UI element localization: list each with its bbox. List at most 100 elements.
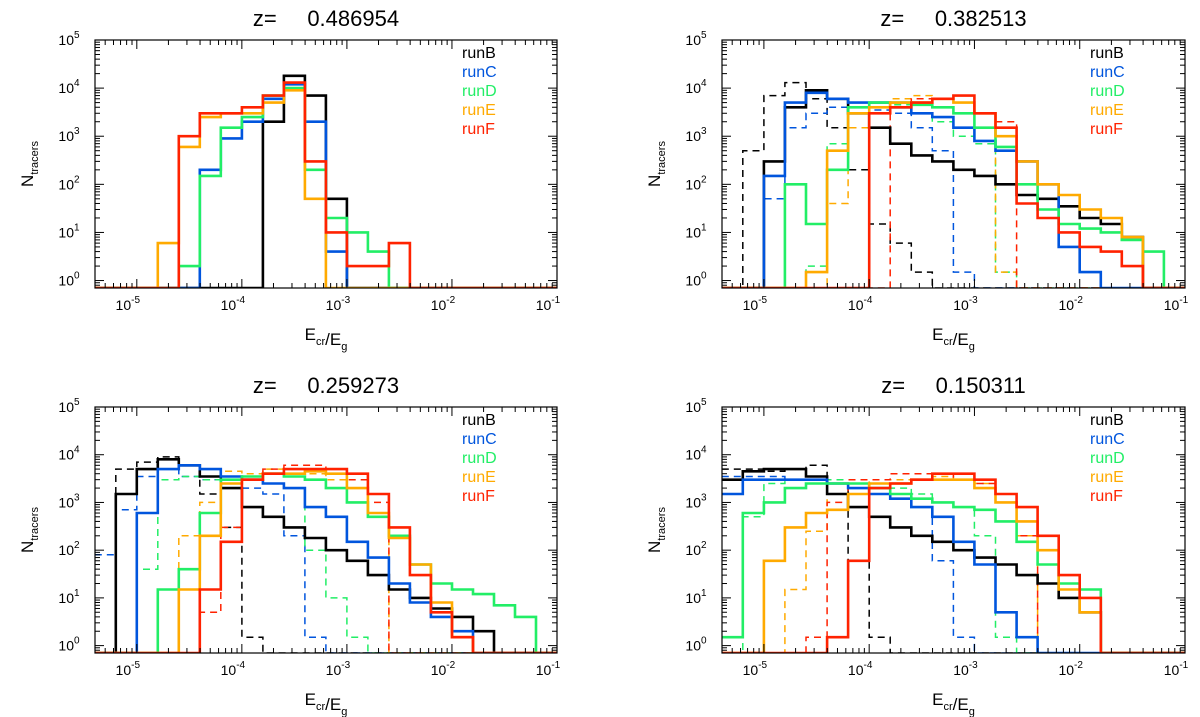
x-axis-title: Ecr/Eg bbox=[305, 690, 348, 717]
y-tick-label: 101 bbox=[685, 222, 707, 240]
chart-title: z= 0.259273 bbox=[253, 373, 399, 398]
x-tick-label: 10-5 bbox=[116, 660, 141, 678]
y-tick-label: 101 bbox=[685, 588, 707, 606]
y-tick-label: 103 bbox=[58, 126, 80, 144]
y-tick-label: 104 bbox=[685, 78, 707, 96]
y-tick-label: 102 bbox=[685, 540, 707, 558]
y-axis-title: Ntracers bbox=[645, 141, 668, 187]
legend-entry-runC: runC bbox=[462, 64, 497, 81]
series-runD-solid bbox=[95, 472, 557, 653]
x-tick-label: 10-1 bbox=[536, 660, 561, 678]
x-tick-label: 10-5 bbox=[743, 295, 768, 313]
legend-entry-runB: runB bbox=[1090, 412, 1124, 429]
y-tick-label: 105 bbox=[685, 30, 707, 48]
series-runC-solid bbox=[722, 91, 1185, 288]
y-tick-label: 100 bbox=[58, 271, 80, 289]
x-tick-label: 10-3 bbox=[326, 660, 351, 678]
chart-panel-2: 10-5 10-4 10-3 10-2 10-1 100 101 102 103 104 105 z=… bbox=[645, 6, 1189, 353]
y-tick-label: 101 bbox=[58, 222, 80, 240]
y-axis-title: Ntracers bbox=[645, 507, 668, 553]
series-group bbox=[722, 81, 1185, 288]
series-runE-solid bbox=[722, 478, 1185, 653]
legend-entry-runE: runE bbox=[462, 102, 496, 119]
x-tick-label: 10-2 bbox=[1058, 660, 1083, 678]
x-tick-label: 10-3 bbox=[953, 295, 978, 313]
legend-entry-runF: runF bbox=[462, 121, 495, 138]
series-runE-dashed bbox=[95, 468, 557, 653]
chart-title: z= 0.150311 bbox=[881, 373, 1026, 398]
y-tick-label: 100 bbox=[685, 636, 707, 654]
y-axis-title: Ntracers bbox=[18, 141, 41, 187]
x-tick-label: 10-3 bbox=[326, 295, 351, 313]
chart-panel-3: 10-5 10-4 10-3 10-2 10-1 100 101 102 103 104 105 z=… bbox=[18, 373, 561, 717]
y-tick-label: 102 bbox=[58, 174, 80, 192]
chart-title: z= 0.382513 bbox=[880, 6, 1026, 31]
series-runF-solid bbox=[95, 81, 557, 288]
y-tick-label: 104 bbox=[685, 445, 707, 463]
x-tick-label: 10-1 bbox=[536, 295, 561, 313]
series-runF-solid bbox=[722, 472, 1185, 653]
y-tick-label: 105 bbox=[58, 30, 80, 48]
x-tick-label: 10-4 bbox=[848, 295, 873, 313]
x-tick-label: 10-3 bbox=[953, 660, 978, 678]
legend-entry-runF: runF bbox=[462, 488, 495, 505]
y-tick-label: 105 bbox=[685, 397, 707, 415]
legend-entry-runE: runE bbox=[1090, 102, 1124, 119]
y-tick-label: 101 bbox=[58, 588, 80, 606]
x-tick-label: 10-5 bbox=[116, 295, 141, 313]
legend-entry-runC: runC bbox=[1090, 64, 1125, 81]
legend-entry-runB: runB bbox=[1090, 45, 1124, 62]
legend-entry-runD: runD bbox=[462, 83, 497, 100]
legend-entry-runE: runE bbox=[462, 469, 496, 486]
legend-entry-runC: runC bbox=[462, 431, 497, 448]
series-runC-dashed bbox=[722, 106, 1185, 288]
series-runD-solid bbox=[722, 482, 1185, 653]
legend-entry-runD: runD bbox=[1090, 450, 1125, 467]
series-group bbox=[95, 456, 557, 653]
x-tick-label: 10-1 bbox=[1164, 295, 1189, 313]
plot-frame bbox=[94, 39, 558, 289]
legend-entry-runE: runE bbox=[1090, 469, 1124, 486]
series-group bbox=[722, 464, 1185, 653]
legend-entry-runF: runF bbox=[1090, 488, 1123, 505]
y-tick-label: 103 bbox=[685, 492, 707, 510]
y-tick-label: 104 bbox=[58, 78, 80, 96]
y-tick-label: 100 bbox=[685, 271, 707, 289]
legend-entry-runF: runF bbox=[1090, 121, 1123, 138]
plot-frame bbox=[94, 406, 558, 654]
series-runB-dashed bbox=[722, 81, 1185, 288]
x-tick-label: 10-2 bbox=[431, 660, 456, 678]
x-tick-label: 10-2 bbox=[1058, 295, 1083, 313]
series-runF-solid bbox=[722, 94, 1185, 288]
x-tick-label: 10-4 bbox=[848, 660, 873, 678]
x-tick-label: 10-1 bbox=[1164, 660, 1189, 678]
y-tick-label: 100 bbox=[58, 636, 80, 654]
y-tick-label: 103 bbox=[685, 126, 707, 144]
plot-frame bbox=[721, 406, 1186, 654]
series-runB-solid bbox=[95, 458, 557, 653]
y-tick-label: 103 bbox=[58, 492, 80, 510]
y-tick-label: 104 bbox=[58, 445, 80, 463]
chart-panel-1: 10-5 10-4 10-3 10-2 10-1 100 101 102 103 104 105 z=… bbox=[18, 6, 561, 353]
plot-frame bbox=[721, 39, 1186, 289]
legend-entry-runB: runB bbox=[462, 45, 496, 62]
chart-title: z= 0.486954 bbox=[253, 6, 399, 31]
series-runF-dashed bbox=[722, 472, 1185, 653]
x-axis-title: Ecr/Eg bbox=[932, 325, 975, 353]
y-axis-title: Ntracers bbox=[18, 507, 41, 553]
series-group bbox=[95, 74, 557, 288]
legend-entry-runD: runD bbox=[462, 450, 497, 467]
y-tick-label: 105 bbox=[58, 397, 80, 415]
x-tick-label: 10-5 bbox=[743, 660, 768, 678]
series-runF-solid bbox=[95, 467, 557, 653]
x-tick-label: 10-4 bbox=[221, 660, 246, 678]
legend-entry-runD: runD bbox=[1090, 83, 1125, 100]
x-axis-title: Ecr/Eg bbox=[932, 690, 975, 717]
y-tick-label: 102 bbox=[58, 540, 80, 558]
legend-entry-runC: runC bbox=[1090, 431, 1125, 448]
series-runC-solid bbox=[722, 478, 1185, 653]
series-runD-dashed bbox=[722, 101, 1185, 288]
legend-entry-runB: runB bbox=[462, 412, 496, 429]
x-tick-label: 10-2 bbox=[431, 295, 456, 313]
x-tick-label: 10-4 bbox=[221, 295, 246, 313]
